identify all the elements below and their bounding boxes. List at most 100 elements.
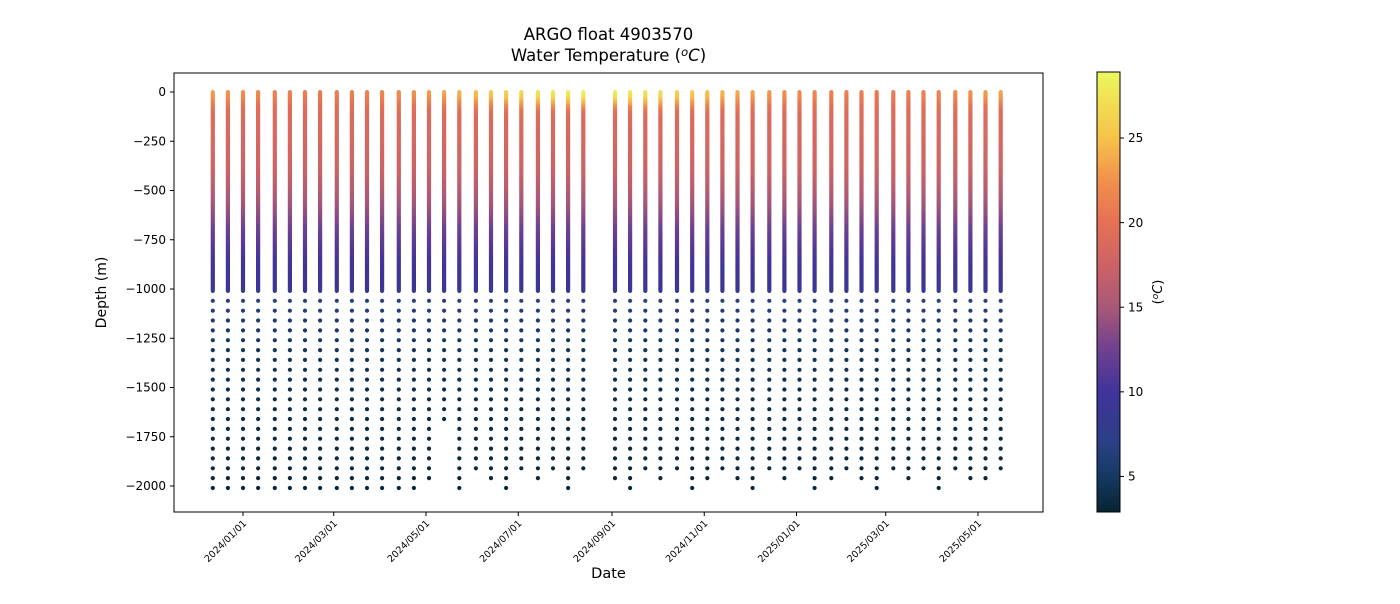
deep-sample-dot — [874, 397, 879, 402]
deep-sample-dot — [735, 466, 740, 471]
deep-sample-dot — [782, 397, 787, 402]
deep-sample-dot — [643, 298, 648, 303]
deep-sample-dot — [566, 456, 571, 461]
deep-sample-dot — [674, 308, 680, 313]
deep-sample-dot — [983, 338, 988, 343]
deep-sample-dot — [396, 357, 401, 362]
deep-sample-dot — [334, 407, 339, 412]
deep-sample-dot — [380, 348, 385, 353]
deep-sample-dot — [302, 318, 308, 323]
deep-sample-dot — [735, 416, 740, 422]
title-line2: Water Temperature (oC) — [511, 45, 706, 65]
deep-sample-dot — [690, 456, 695, 461]
deep-sample-dot — [473, 338, 478, 343]
deep-sample-dot — [457, 426, 462, 431]
deep-sample-dot — [426, 387, 432, 392]
deep-sample-dot — [735, 357, 740, 362]
deep-sample-dot — [504, 367, 509, 372]
deep-sample-dot — [874, 416, 879, 422]
deep-sample-dot — [442, 298, 447, 303]
deep-sample-dot — [488, 357, 494, 362]
deep-sample-dot — [797, 456, 802, 461]
deep-sample-dot — [210, 328, 215, 333]
deep-sample-dot — [396, 338, 401, 343]
deep-sample-dot — [812, 348, 817, 353]
deep-sample-dot — [859, 387, 864, 392]
deep-sample-dot — [272, 367, 277, 372]
deep-sample-dot — [612, 298, 618, 303]
deep-sample-dot — [968, 446, 973, 451]
deep-sample-dot — [891, 436, 896, 441]
deep-sample-dot — [782, 328, 787, 333]
deep-sample-dot — [921, 416, 926, 422]
deep-sample-dot — [442, 397, 447, 402]
deep-sample-dot — [349, 485, 354, 491]
deep-sample-dot — [411, 318, 416, 323]
profile-column — [921, 90, 926, 293]
deep-sample-dot — [998, 348, 1003, 353]
deep-sample-dot — [364, 426, 370, 431]
deep-sample-dot — [968, 338, 973, 343]
deep-sample-dot — [983, 436, 988, 441]
deep-sample-dot — [812, 377, 817, 382]
deep-sample-dot — [674, 387, 680, 392]
deep-sample-dot — [318, 397, 323, 402]
deep-sample-dot — [488, 377, 494, 382]
deep-sample-dot — [998, 328, 1003, 333]
deep-sample-dot — [690, 476, 695, 481]
deep-sample-dot — [891, 338, 896, 343]
deep-sample-dot — [612, 456, 618, 461]
deep-sample-dot — [566, 318, 571, 323]
deep-sample-dot — [396, 397, 401, 402]
deep-sample-dot — [906, 328, 911, 333]
deep-sample-dot — [612, 476, 618, 481]
deep-sample-dot — [457, 476, 462, 481]
deep-sample-dot — [812, 426, 817, 431]
deep-sample-dot — [750, 485, 755, 491]
deep-sample-dot — [364, 485, 370, 491]
deep-sample-dot — [829, 436, 834, 441]
profile-column — [812, 90, 817, 293]
deep-sample-dot — [859, 466, 864, 471]
deep-sample-dot — [690, 426, 695, 431]
deep-sample-dot — [906, 357, 911, 362]
deep-sample-dot — [380, 436, 385, 441]
deep-sample-dot — [782, 407, 787, 412]
deep-sample-dot — [581, 446, 586, 451]
deep-sample-dot — [628, 318, 633, 323]
deep-sample-dot — [210, 397, 215, 402]
deep-sample-dot — [318, 328, 323, 333]
deep-sample-dot — [581, 357, 586, 362]
deep-sample-dot — [705, 397, 710, 402]
deep-sample-dot — [936, 298, 941, 303]
deep-sample-dot — [519, 318, 524, 323]
deep-sample-dot — [581, 367, 586, 372]
deep-sample-dot — [240, 446, 246, 451]
deep-sample-dot — [953, 407, 958, 412]
deep-sample-dot — [874, 446, 879, 451]
deep-sample-dot — [396, 308, 401, 313]
profile-column — [628, 90, 633, 293]
deep-sample-dot — [225, 377, 230, 382]
deep-sample-dot — [812, 328, 817, 333]
deep-sample-dot — [364, 367, 370, 372]
profile-column — [874, 90, 879, 293]
deep-sample-dot — [720, 318, 725, 323]
deep-sample-dot — [396, 318, 401, 323]
deep-sample-dot — [720, 397, 725, 402]
deep-sample-dot — [225, 318, 230, 323]
deep-sample-dot — [643, 308, 648, 313]
deep-sample-dot — [396, 426, 401, 431]
deep-sample-dot — [767, 426, 772, 431]
deep-sample-dot — [874, 298, 879, 303]
deep-sample-dot — [782, 338, 787, 343]
profile-column — [983, 90, 988, 293]
deep-sample-dot — [504, 387, 509, 392]
deep-sample-dot — [581, 338, 586, 343]
deep-sample-dot — [519, 466, 524, 471]
deep-sample-dot — [566, 298, 571, 303]
deep-sample-dot — [829, 426, 834, 431]
y-tick-label: −1750 — [125, 430, 166, 444]
deep-sample-dot — [256, 348, 261, 353]
deep-sample-dot — [318, 485, 323, 491]
